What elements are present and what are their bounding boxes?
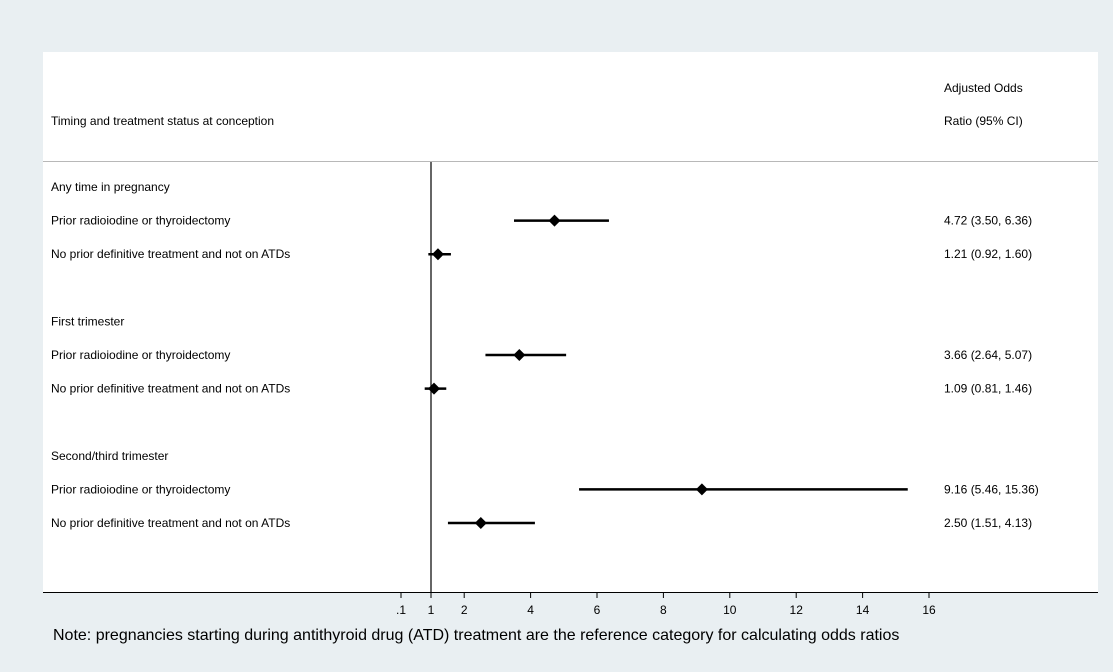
x-tick-label: 1	[428, 603, 435, 617]
group-label: Second/third trimester	[51, 449, 168, 463]
x-tick-label: 4	[527, 603, 534, 617]
x-tick-label: .1	[396, 603, 406, 617]
header-right-label-line1: Adjusted Odds	[944, 81, 1023, 95]
point-estimate-marker	[427, 382, 440, 395]
or-ci-value: 9.16 (5.46, 15.36)	[944, 482, 1039, 496]
x-tick-label: 12	[790, 603, 804, 617]
point-estimate-marker	[474, 517, 487, 529]
point-estimate-marker	[513, 349, 526, 361]
x-tick-label: 8	[660, 603, 667, 617]
x-tick-label: 16	[922, 603, 936, 617]
x-tick-label: 14	[856, 603, 870, 617]
x-tick-label: 6	[594, 603, 601, 617]
row-label: Prior radioiodine or thyroidectomy	[51, 214, 230, 228]
x-tick-label: 10	[723, 603, 737, 617]
or-ci-value: 2.50 (1.51, 4.13)	[944, 516, 1032, 530]
footnote: Note: pregnancies starting during antith…	[53, 627, 900, 644]
header-left-label: Timing and treatment status at conceptio…	[51, 114, 275, 128]
plot-panel	[43, 52, 1098, 592]
or-ci-value: 1.21 (0.92, 1.60)	[944, 247, 1032, 261]
group-label: Any time in pregnancy	[51, 180, 170, 194]
group-label: First trimester	[51, 314, 124, 328]
row-label: Prior radioiodine or thyroidectomy	[51, 348, 230, 362]
or-ci-value: 1.09 (0.81, 1.46)	[944, 382, 1032, 396]
point-estimate-marker	[431, 248, 444, 261]
row-label: Prior radioiodine or thyroidectomy	[51, 482, 230, 496]
row-label: No prior definitive treatment and not on…	[51, 516, 290, 530]
or-ci-value: 4.72 (3.50, 6.36)	[944, 214, 1032, 228]
x-tick-label: 2	[461, 603, 468, 617]
row-label: No prior definitive treatment and not on…	[51, 247, 290, 261]
point-estimate-marker	[548, 214, 561, 227]
or-ci-value: 3.66 (2.64, 5.07)	[944, 348, 1032, 362]
point-estimate-marker	[695, 483, 708, 496]
row-label: No prior definitive treatment and not on…	[51, 382, 290, 396]
header-right-label-line2: Ratio (95% CI)	[944, 114, 1023, 128]
